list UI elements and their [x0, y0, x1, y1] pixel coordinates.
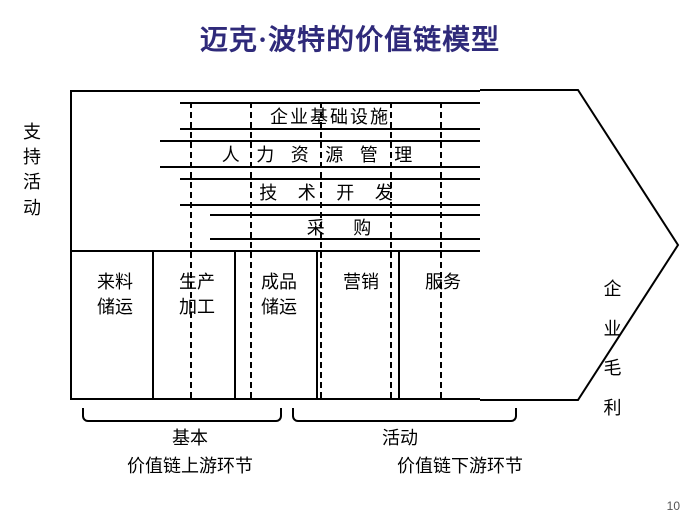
support-row-infrastructure: 企业基础设施 — [180, 102, 480, 130]
dashed-divider — [320, 102, 322, 398]
cell-text: 营销 — [343, 272, 379, 292]
cell-text: 储运 — [97, 297, 133, 317]
primary-marketing: 营销 — [321, 270, 401, 295]
cell-text: 来料 — [97, 272, 133, 292]
cell-text: 储运 — [261, 297, 297, 317]
cell-text: 生产 — [179, 272, 215, 292]
brace-right-label: 活动 — [360, 424, 440, 450]
main-rect — [70, 90, 480, 400]
brace-left-label: 基本 — [150, 424, 230, 450]
page-title: 迈克·波特的价值链模型 — [0, 0, 700, 58]
primary-operations: 生产 加工 — [157, 270, 237, 320]
margin-text: 毛利 — [604, 358, 622, 418]
dashed-divider — [440, 102, 442, 398]
primary-outbound: 成品 储运 — [239, 270, 319, 320]
upstream-label: 价值链上游环节 — [90, 452, 290, 478]
margin-arrow-shape — [478, 88, 678, 402]
cell-text: 成品 — [261, 272, 297, 292]
brace-left — [82, 408, 282, 422]
primary-inbound: 来料 储运 — [75, 270, 155, 320]
page-number: 10 — [667, 499, 680, 513]
primary-service: 服务 — [403, 270, 483, 295]
primary-divider — [70, 250, 480, 252]
support-row-tech: 技 术 开 发 — [180, 178, 480, 206]
value-chain-diagram: 企业基础设施 人 力 资 源 管 理 技 术 开 发 采 购 来料 储运 生产 … — [70, 90, 630, 400]
cell-text: 服务 — [425, 272, 461, 292]
support-activities-label: 支持活动 — [20, 120, 44, 221]
dashed-divider — [390, 102, 392, 398]
margin-text: 企业 — [604, 279, 622, 339]
dashed-divider — [190, 102, 192, 398]
downstream-label: 价值链下游环节 — [330, 452, 590, 478]
brace-right — [292, 408, 517, 422]
margin-label: 企业 毛利 — [595, 270, 630, 428]
dashed-divider — [250, 102, 252, 398]
cell-text: 加工 — [179, 297, 215, 317]
